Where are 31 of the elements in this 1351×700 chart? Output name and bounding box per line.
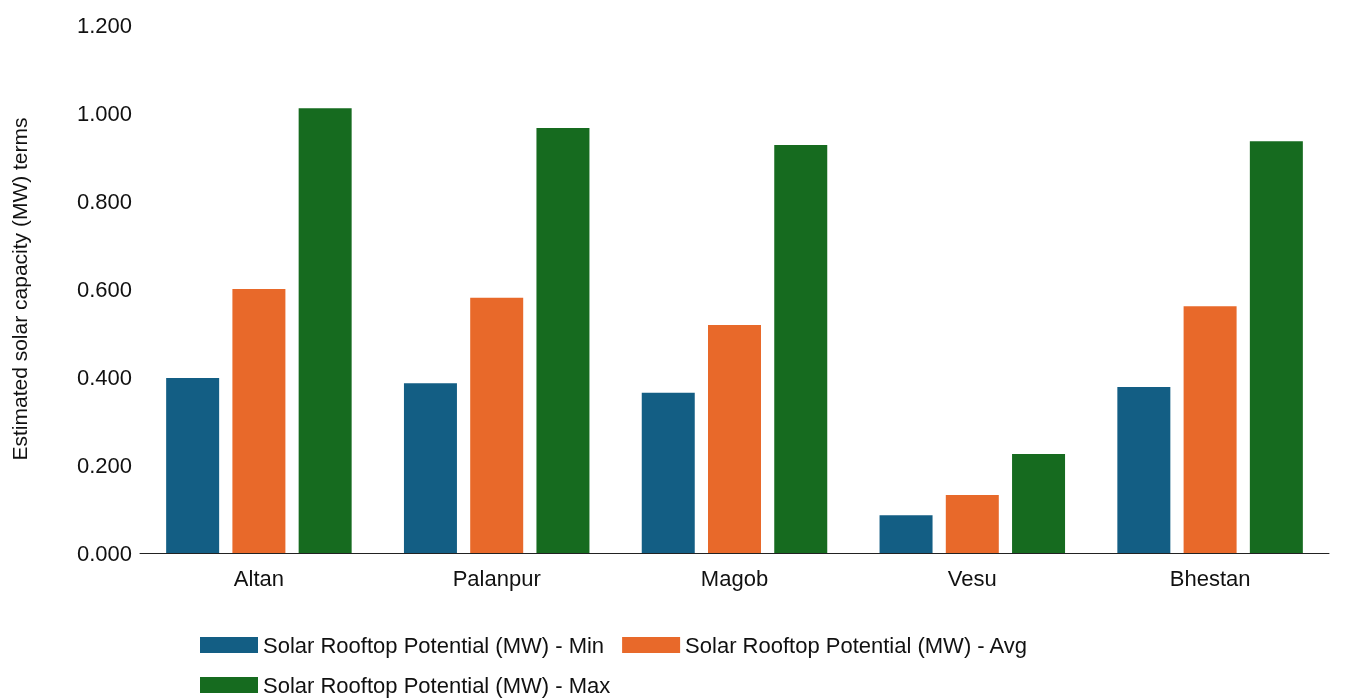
x-tick-label: Vesu [947, 565, 997, 591]
y-tick-label: 1.000 [76, 100, 132, 126]
bar [641, 392, 695, 553]
bar [403, 383, 457, 553]
legend-label: Solar Rooftop Potential (MW) - Min [263, 632, 605, 658]
x-tick-label: Palanpur [452, 565, 541, 591]
bar [1117, 387, 1171, 553]
bar [774, 145, 828, 553]
bar [1249, 141, 1303, 553]
legend-label: Solar Rooftop Potential (MW) - Max [263, 672, 611, 698]
bar [1183, 306, 1237, 553]
y-tick-label: 0.400 [76, 364, 132, 390]
bar [708, 325, 761, 553]
bar [945, 494, 999, 553]
x-tick-label: Magob [700, 565, 769, 591]
bar [1012, 454, 1066, 553]
y-tick-label: 1.200 [76, 12, 132, 38]
x-tick-label: Altan [233, 565, 284, 591]
bar [166, 377, 220, 553]
y-axis-title: Estimated solar capacity (MW) terms [8, 117, 31, 461]
y-tick-label: 0.800 [76, 188, 132, 214]
x-tick-label: Bhestan [1169, 565, 1251, 591]
bar [232, 289, 286, 553]
y-tick-label: 0.200 [76, 452, 132, 478]
legend-label: Solar Rooftop Potential (MW) - Avg [685, 632, 1028, 658]
bar [536, 127, 590, 553]
y-tick-label: 0.000 [76, 540, 132, 566]
bar [470, 297, 524, 553]
y-tick-label: 0.600 [76, 276, 132, 302]
bar [298, 108, 352, 553]
bar [879, 515, 933, 553]
